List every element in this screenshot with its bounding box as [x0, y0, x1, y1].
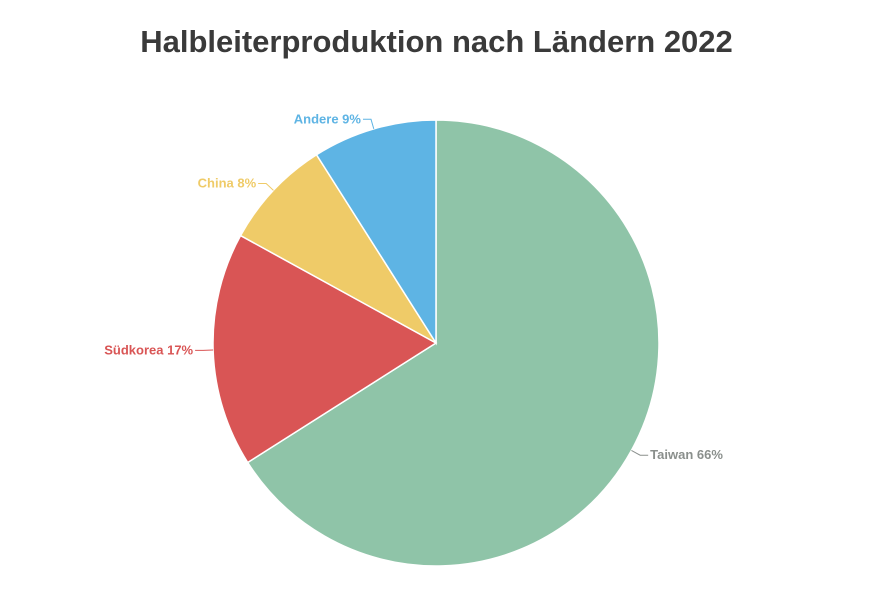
pie-slice-südkorea — [212, 234, 438, 464]
leader-line-andere — [362, 118, 375, 129]
chart-title: Halbleiterproduktion nach Ländern 2022 — [140, 24, 733, 59]
pie-slice-china — [239, 153, 437, 344]
pie-slice-andere — [315, 119, 437, 346]
data-label-südkorea: Südkorea 17% — [104, 342, 193, 357]
data-label-andere: Andere 9% — [294, 111, 362, 126]
data-label-china: China 8% — [198, 176, 257, 191]
leader-line-china — [258, 183, 274, 191]
data-label-taiwan: Taiwan 66% — [650, 447, 723, 462]
leader-line-taiwan — [631, 449, 649, 456]
pie-slice-taiwan — [246, 119, 660, 567]
